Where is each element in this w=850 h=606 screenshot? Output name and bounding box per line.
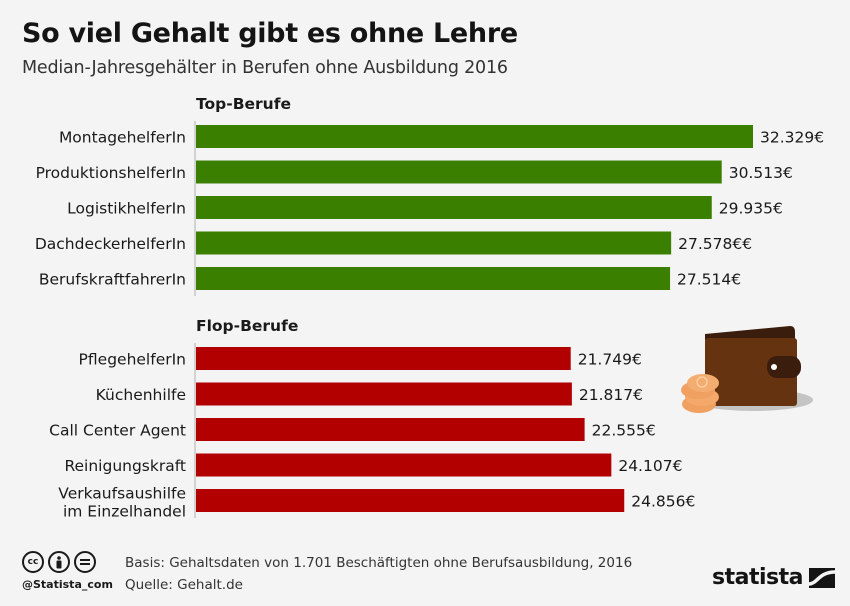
value-label: 27.578€€	[678, 235, 752, 253]
bar-top-2	[196, 196, 712, 219]
category-label: Verkaufsaushilfe	[58, 485, 186, 503]
by-icon	[48, 551, 70, 573]
bar-flop-1	[196, 382, 572, 406]
value-label: 24.107€	[618, 457, 682, 475]
group-title-flop: Flop-Berufe	[196, 317, 299, 335]
value-label: 27.514€	[677, 271, 741, 289]
bar-flop-2	[196, 418, 585, 441]
group-title-top: Top-Berufe	[196, 95, 291, 113]
statista-handle[interactable]: @Statista_com	[22, 578, 113, 591]
bar-flop-0	[196, 347, 571, 370]
nd-icon	[74, 551, 96, 573]
bar-top-1	[196, 160, 722, 184]
value-label: 29.935€	[719, 200, 783, 218]
category-label: Reinigungskraft	[64, 457, 186, 475]
bar-group-top	[196, 125, 753, 290]
value-label: 22.555€	[592, 422, 656, 440]
bar-top-0	[196, 125, 753, 148]
category-label: im Einzelhandel	[63, 503, 186, 521]
category-label: PflegehelferIn	[79, 351, 186, 369]
value-label: 21.817€	[579, 386, 643, 404]
bar-top-4	[196, 267, 671, 290]
statista-logo[interactable]: statista	[712, 565, 835, 590]
chart-subtitle: Median-Jahresgehälter in Berufen ohne Au…	[22, 58, 508, 78]
chart-title: So viel Gehalt gibt es ohne Lehre	[22, 18, 518, 49]
bar-top-3	[196, 231, 672, 255]
category-label: DachdeckerhelferIn	[35, 235, 186, 253]
category-label: ProduktionshelferIn	[36, 164, 186, 182]
value-label: 24.856€	[631, 493, 695, 511]
footer-basis: Basis: Gehaltsdaten von 1.701 Beschäftig…	[125, 555, 633, 571]
coins-icon	[681, 374, 719, 413]
category-label: Küchenhilfe	[96, 386, 186, 404]
wallet-icon	[681, 326, 813, 413]
statista-logo-icon	[808, 567, 835, 588]
category-label: LogistikhelferIn	[67, 200, 186, 218]
bar-flop-3	[196, 453, 612, 477]
value-label: 30.513€	[729, 164, 793, 182]
value-label: 32.329€	[760, 129, 824, 147]
value-label: 21.749€	[578, 351, 642, 369]
category-label: BerufskraftfahrerIn	[39, 271, 186, 289]
footer-source[interactable]: Quelle: Gehalt.de	[125, 577, 243, 593]
bar-group-flop	[196, 347, 625, 512]
cc-icon: cc	[22, 551, 44, 573]
bar-flop-4	[196, 489, 625, 512]
license-icons: cc	[22, 551, 96, 573]
category-label: MontagehelferIn	[59, 129, 186, 147]
category-label: Call Center Agent	[49, 422, 186, 440]
logo-text: statista	[712, 565, 803, 590]
